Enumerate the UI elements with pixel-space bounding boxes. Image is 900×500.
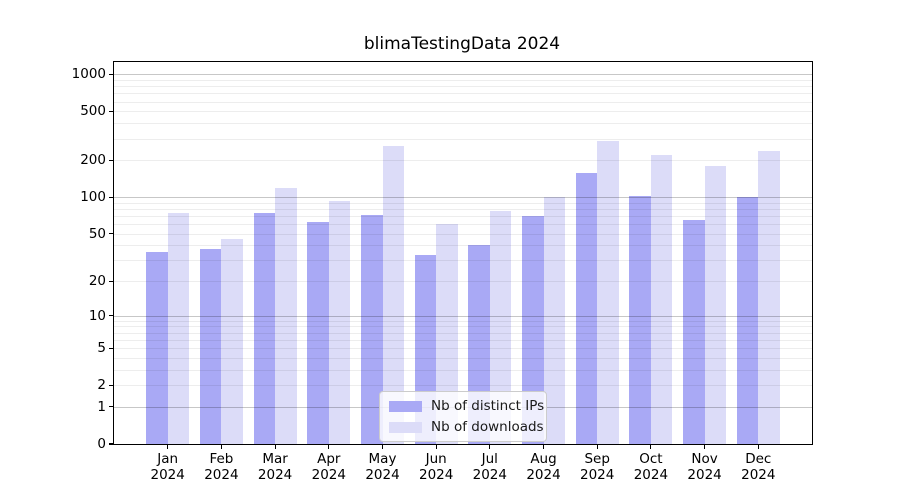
bar-distinct-ips-feb xyxy=(199,249,222,444)
bar-distinct-ips-jan xyxy=(146,252,168,444)
bar-distinct-ips-may xyxy=(361,215,383,444)
y-tick xyxy=(109,384,114,386)
bar-distinct-ips-oct xyxy=(629,196,651,444)
y-tick xyxy=(109,406,114,408)
x-tick xyxy=(542,444,545,449)
y-tick-label: 50 xyxy=(88,225,106,242)
y-tick-label: 20 xyxy=(88,273,106,290)
bar-downloads-apr xyxy=(328,200,351,444)
x-tick-label: Mar 2024 xyxy=(257,451,293,483)
y-tick xyxy=(109,315,114,317)
y-tick-label: 10 xyxy=(88,307,106,324)
y-tick-label: 1 xyxy=(97,398,106,415)
legend-swatch-distinct-ips xyxy=(389,400,422,412)
y-tick xyxy=(109,73,114,75)
y-tick-label: 2 xyxy=(97,377,106,394)
x-tick-label: Jul 2024 xyxy=(472,451,507,483)
gridline xyxy=(114,80,812,81)
bar-downloads-aug xyxy=(543,197,565,444)
bar-distinct-ips-apr xyxy=(307,222,329,444)
x-tick xyxy=(650,444,652,449)
bar-distinct-ips-dec xyxy=(736,197,759,444)
y-tick xyxy=(109,443,114,445)
y-tick-label: 0 xyxy=(97,436,106,452)
y-tick xyxy=(109,233,114,235)
y-tick xyxy=(109,110,114,112)
legend: Nb of distinct IPs Nb of downloads xyxy=(379,391,547,442)
x-tick-label: Sep 2024 xyxy=(580,451,615,483)
x-tick-label: Oct 2024 xyxy=(633,451,669,483)
gridline xyxy=(114,123,812,125)
chart-title: blimaTestingData 2024 xyxy=(363,34,561,54)
bar-distinct-ips-mar xyxy=(253,213,276,444)
x-tick xyxy=(220,444,222,449)
bar-downloads-jun xyxy=(436,224,458,444)
x-tick xyxy=(381,444,384,449)
bar-downloads-nov xyxy=(704,165,727,444)
y-tick xyxy=(109,280,114,282)
legend-label-downloads: Nb of downloads xyxy=(431,419,544,435)
y-tick-label: 100 xyxy=(80,189,106,206)
gridline xyxy=(114,138,812,140)
x-tick-label: Jan 2024 xyxy=(150,451,185,483)
bar-downloads-feb xyxy=(221,239,243,444)
x-tick-label: Jun 2024 xyxy=(419,451,454,483)
x-tick-label: Aug 2024 xyxy=(526,451,561,483)
x-tick xyxy=(704,444,706,449)
bar-distinct-ips-nov xyxy=(683,219,705,444)
y-tick-label: 200 xyxy=(80,152,106,169)
bar-downloads-mar xyxy=(275,188,297,444)
x-tick-label: May 2024 xyxy=(365,451,400,483)
bar-distinct-ips-sep xyxy=(575,172,598,444)
x-tick-label: Dec 2024 xyxy=(741,451,776,483)
legend-swatch-downloads xyxy=(389,421,422,433)
x-tick xyxy=(757,444,759,449)
gridline xyxy=(114,101,812,103)
legend-item: Nb of distinct IPs xyxy=(389,398,544,414)
bar-distinct-ips-aug xyxy=(522,215,544,444)
x-tick-label: Feb 2024 xyxy=(204,451,239,483)
x-tick-label: Apr 2024 xyxy=(311,451,346,483)
x-tick-label: Nov 2024 xyxy=(687,451,722,483)
bar-downloads-may xyxy=(382,146,404,444)
x-tick xyxy=(435,444,437,449)
x-tick xyxy=(328,444,330,449)
gridline xyxy=(114,86,812,88)
y-tick xyxy=(109,159,114,161)
gridline xyxy=(114,74,812,76)
y-tick-label: 500 xyxy=(80,103,106,120)
y-tick xyxy=(109,196,114,198)
y-tick-label: 1000 xyxy=(71,66,106,83)
gridline xyxy=(114,160,812,162)
x-tick xyxy=(489,444,491,449)
x-tick xyxy=(274,444,276,449)
x-tick xyxy=(596,444,598,449)
y-tick xyxy=(109,347,114,349)
bar-downloads-jul xyxy=(489,210,512,444)
x-tick xyxy=(167,444,169,449)
bar-downloads-dec xyxy=(758,151,780,444)
legend-item: Nb of downloads xyxy=(389,419,544,435)
y-tick-label: 5 xyxy=(97,340,106,357)
bar-downloads-sep xyxy=(597,140,619,444)
bar-downloads-jan xyxy=(167,213,190,444)
legend-label-distinct-ips: Nb of distinct IPs xyxy=(431,398,545,414)
bar-downloads-oct xyxy=(650,154,673,444)
gridline xyxy=(114,93,812,95)
plot-area: Nb of distinct IPs Nb of downloads 1000 5… xyxy=(72,61,813,483)
gridline xyxy=(114,111,812,113)
